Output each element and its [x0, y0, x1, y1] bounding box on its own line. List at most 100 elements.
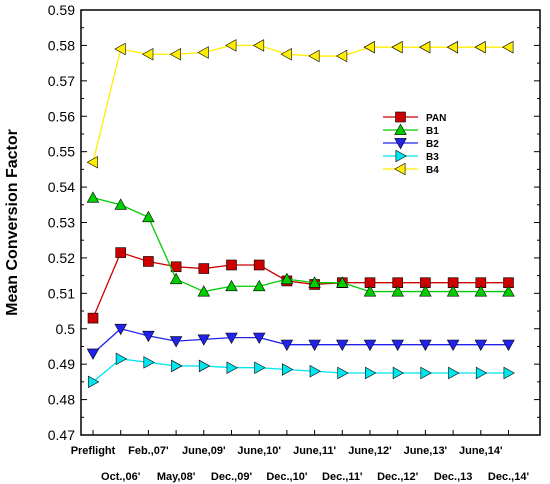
- data-point-b1: [280, 272, 294, 285]
- data-point-b2: [391, 339, 404, 352]
- x-tick-label: Dec.,11': [322, 471, 363, 483]
- data-point-b2: [225, 332, 238, 344]
- data-point-b3: [448, 366, 460, 380]
- y-tick-label: 0.57: [48, 73, 75, 89]
- data-point-b4: [114, 42, 126, 56]
- y-tick-label: 0.47: [48, 427, 75, 443]
- data-point-b2: [474, 339, 488, 352]
- legend-marker: [395, 111, 406, 123]
- data-point-b4: [363, 40, 375, 54]
- x-tick-label: Dec.,14': [488, 471, 530, 483]
- data-point-b1: [363, 285, 377, 297]
- data-point-b1: [169, 272, 183, 285]
- data-point-b1: [114, 198, 127, 210]
- legend-entry-b2: B2: [383, 138, 439, 150]
- data-point-b3: [254, 361, 266, 374]
- data-point-b3: [503, 366, 515, 380]
- legend-marker: [394, 123, 407, 135]
- data-point-b2: [363, 339, 377, 352]
- data-point-b3: [115, 352, 128, 366]
- data-point-b3: [392, 366, 405, 380]
- x-tick-label: May,08': [157, 471, 196, 483]
- data-point-b4: [252, 39, 265, 52]
- data-point-b2: [336, 339, 349, 352]
- x-tick-label: Oct.,06': [101, 471, 141, 483]
- data-point-b1: [225, 279, 238, 292]
- y-tick-label: 0.58: [48, 37, 75, 53]
- y-tick-label: 0.54: [48, 179, 75, 195]
- series-b3: [88, 352, 515, 389]
- y-tick-label: 0.49: [48, 356, 75, 372]
- data-point-b2: [280, 339, 294, 352]
- data-point-b2: [142, 330, 155, 343]
- series-line-b3: [92, 358, 509, 383]
- data-point-b4: [502, 40, 514, 54]
- y-tick-label: 0.55: [48, 144, 75, 160]
- series-line-pan: [92, 251, 509, 319]
- data-point-b3: [365, 366, 377, 380]
- data-point-pan: [115, 247, 126, 258]
- data-point-b1: [419, 285, 432, 297]
- data-point-b2: [502, 339, 515, 352]
- legend-marker: [394, 138, 407, 150]
- data-point-pan: [226, 259, 237, 271]
- legend-label: PAN: [426, 113, 446, 124]
- data-point-b3: [88, 375, 100, 389]
- x-tick-label: June,09': [182, 445, 226, 457]
- data-point-b1: [336, 276, 349, 288]
- data-point-pan: [143, 256, 154, 267]
- legend-entry-b3: B3: [383, 149, 439, 163]
- x-tick-label: June,11': [293, 445, 336, 457]
- data-point-b2: [419, 339, 432, 352]
- x-tick-label: Dec.,10': [266, 471, 308, 483]
- data-point-b3: [226, 361, 238, 374]
- data-point-b1: [308, 276, 321, 288]
- legend-label: B4: [426, 165, 439, 176]
- series-line-b4: [92, 44, 509, 163]
- series-line-b2: [92, 328, 509, 355]
- y-tick-label: 0.53: [48, 215, 75, 231]
- data-point-b3: [143, 356, 155, 369]
- data-point-b4: [169, 48, 181, 61]
- y-tick-label: 0.52: [48, 250, 75, 266]
- data-point-b4: [391, 40, 403, 54]
- legend-marker: [394, 162, 406, 176]
- data-point-b4: [86, 156, 98, 169]
- data-point-b4: [197, 46, 209, 59]
- data-point-pan: [198, 263, 210, 274]
- legend-marker: [395, 149, 407, 163]
- data-point-b3: [198, 359, 211, 373]
- y-axis-label: Mean Conversion Factor: [4, 129, 21, 316]
- data-point-b1: [86, 191, 100, 203]
- data-point-b4: [335, 49, 348, 63]
- data-point-b3: [171, 359, 183, 373]
- data-point-b4: [446, 40, 459, 54]
- legend-label: B1: [426, 126, 439, 137]
- x-tick-label: June,10': [237, 445, 281, 457]
- legend-label: B3: [426, 152, 439, 163]
- data-point-b1: [252, 279, 266, 292]
- x-tick-label: June,13': [404, 445, 448, 457]
- data-point-b1: [446, 285, 460, 297]
- data-point-b4: [280, 48, 292, 61]
- legend-label: B2: [426, 139, 439, 150]
- data-point-b2: [446, 339, 460, 352]
- y-tick-label: 0.59: [48, 2, 75, 18]
- series-pan: [87, 247, 514, 324]
- y-tick-label: 0.51: [48, 285, 75, 301]
- data-point-b2: [197, 334, 211, 346]
- x-tick-label: June,14': [459, 445, 503, 457]
- data-point-b4: [225, 39, 237, 52]
- data-point-b1: [391, 285, 404, 297]
- data-point-b4: [142, 48, 154, 61]
- data-point-b1: [502, 285, 515, 297]
- x-tick-label: Dec.,13: [434, 471, 473, 483]
- y-tick-label: 0.5: [56, 321, 76, 337]
- y-tick-label: 0.48: [48, 392, 75, 408]
- data-point-b2: [86, 348, 100, 360]
- data-point-b2: [252, 332, 266, 344]
- data-point-b2: [308, 339, 321, 352]
- data-point-b3: [475, 366, 488, 380]
- data-point-b1: [142, 210, 155, 223]
